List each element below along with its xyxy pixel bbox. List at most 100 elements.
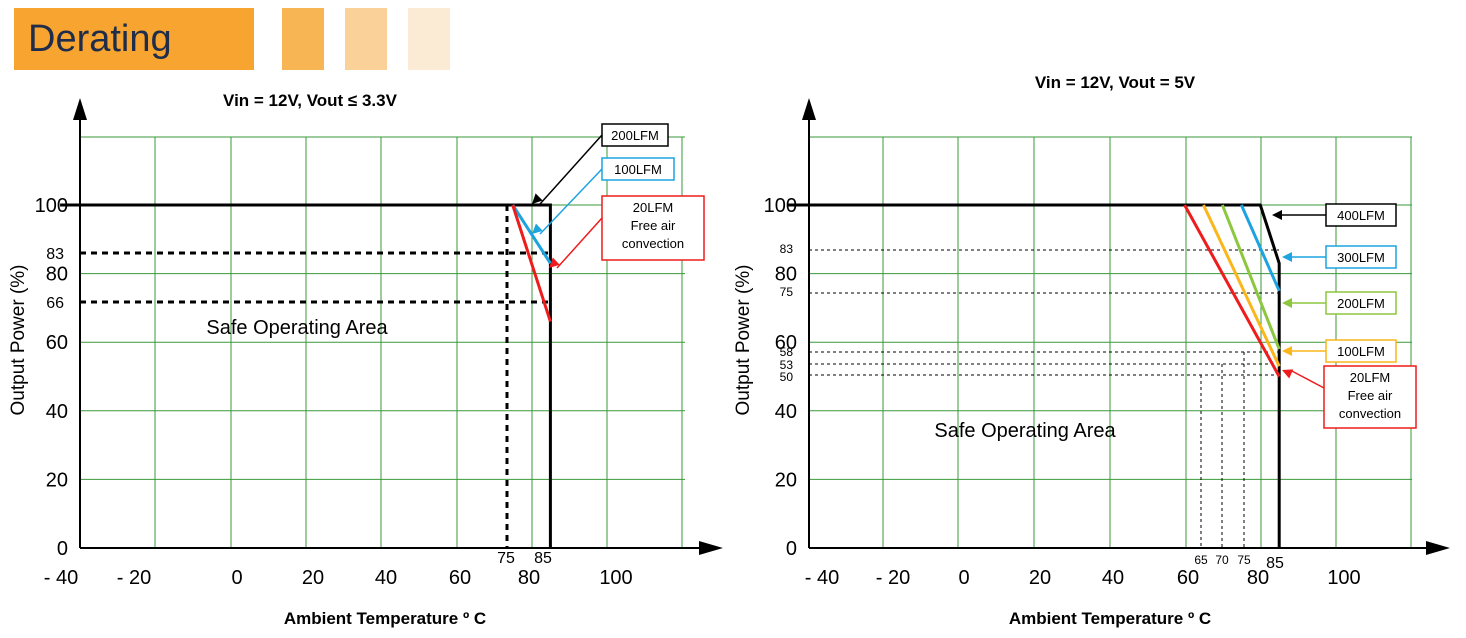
y-tick-label: 80: [775, 264, 797, 286]
legend-box: [1323, 365, 1417, 429]
legend-item: 20LFM Free air convection: [549, 195, 705, 269]
legend-label: 20LFM: [1350, 370, 1390, 385]
legend-arrow-head: [1282, 252, 1292, 262]
legend-label: 200LFM: [1337, 296, 1385, 311]
x-axis-label: Ambient Temperature º C: [284, 609, 486, 628]
x-tick-label: - 40: [805, 567, 839, 589]
header-banner: Derating: [0, 0, 470, 80]
x-marker-label: 70: [1215, 553, 1229, 567]
y-tick-label: 40: [775, 401, 797, 423]
legend-label: 20LFM: [633, 200, 673, 215]
y-tick-label: 100: [764, 195, 797, 217]
legend-label: convection: [622, 236, 684, 251]
x-tick-label: - 20: [117, 567, 151, 589]
series-line-100lfm: [1202, 204, 1281, 367]
x-tick-label: 0: [958, 567, 969, 589]
series-line-200lfm: [1221, 204, 1281, 350]
legend-item: 20LFM Free air convection: [1282, 365, 1417, 429]
legend-arrow-line: [539, 168, 603, 235]
legend-label: 100LFM: [1337, 344, 1385, 359]
y-tick-label: 20: [775, 469, 797, 491]
grid: [79, 136, 685, 549]
y-marker-label: 58: [780, 345, 794, 359]
legend-arrow-head: [1272, 210, 1282, 220]
chart-body: Vin = 12V, Vout = 5V Ambient Temperature …: [733, 73, 1450, 628]
y-tick-label: 40: [46, 401, 68, 423]
y-marker-label: 66: [46, 295, 64, 312]
series-line-20lfm: [1183, 204, 1281, 378]
y-marker-label: 53: [780, 358, 794, 372]
legend-label: convection: [1339, 406, 1401, 421]
x-tick-label: 20: [302, 567, 324, 589]
legend-arrow-head: [549, 257, 560, 268]
legend-label: 100LFM: [614, 162, 662, 177]
x-marker-label: 75: [497, 550, 515, 567]
x-tick-label: 80: [1247, 567, 1269, 589]
legend-label: 200LFM: [611, 128, 659, 143]
legend-item: 100LFM: [532, 157, 675, 235]
series-line-300lfm: [1240, 204, 1281, 292]
chart-title: Vin = 12V, Vout ≤ 3.3V: [223, 91, 398, 110]
y-tick-label: 0: [57, 538, 68, 560]
y-marker-label: 83: [780, 242, 794, 256]
y-tick-label: 100: [35, 195, 68, 217]
x-axis-label: Ambient Temperature º C: [1009, 609, 1211, 628]
y-axis-label: Output Power (%): [8, 265, 29, 416]
legend-arrow-head: [1282, 369, 1294, 379]
legend-box: [601, 195, 705, 261]
y-tick-label: 0: [786, 538, 797, 560]
legend-label: 300LFM: [1337, 250, 1385, 265]
grid: [808, 136, 1412, 549]
x-axis-arrow: [699, 541, 723, 555]
derating-label: Derating: [14, 8, 254, 70]
legend-arrow-line: [1289, 369, 1325, 389]
x-tick-label: 20: [1029, 567, 1051, 589]
y-marker-label: 50: [780, 370, 794, 384]
y-tick-label: 60: [46, 332, 68, 354]
x-marker-label: 85: [1266, 555, 1284, 572]
x-tick-label: 40: [1102, 567, 1124, 589]
series-line-400lfm: [787, 203, 1281, 548]
x-marker-label: 75: [1237, 553, 1251, 567]
derating-chart-left: Vin = 12V, Vout ≤ 3.3V Ambient Temperatur…: [8, 91, 723, 628]
legend-arrow-line: [539, 134, 603, 205]
x-tick-label: 40: [375, 567, 397, 589]
y-tick-label: 20: [46, 469, 68, 491]
legend-item: 400LFM: [1272, 203, 1397, 227]
legend-item: 300LFM: [1282, 245, 1397, 269]
legend-item: 200LFM: [532, 123, 669, 205]
legend-arrow-head: [1282, 346, 1292, 356]
legend-arrow-head: [532, 223, 543, 234]
chart-body: Vin = 12V, Vout ≤ 3.3V Ambient Temperatur…: [8, 91, 723, 628]
x-marker-label: 65: [1194, 553, 1208, 567]
chart-title: Vin = 12V, Vout = 5V: [1035, 73, 1196, 92]
x-marker-label: 85: [534, 550, 552, 567]
series-line-20lfm: [511, 204, 552, 323]
safe-area-label: Safe Operating Area: [934, 420, 1116, 442]
x-tick-label: - 40: [44, 567, 78, 589]
legend-arrow-line: [556, 217, 603, 269]
y-axis-label: Output Power (%): [733, 265, 754, 416]
y-axis-arrow: [802, 98, 816, 120]
decor-square-2: [345, 8, 387, 70]
x-axis-arrow: [1426, 541, 1450, 555]
legend-item: 200LFM: [1282, 291, 1397, 315]
page-title: Derating: [28, 18, 172, 60]
x-tick-label: 60: [1177, 567, 1199, 589]
y-marker-label: 75: [780, 285, 794, 299]
x-tick-label: 100: [1327, 567, 1360, 589]
y-marker-label: 83: [46, 246, 64, 263]
legend-item: 100LFM: [1282, 339, 1397, 363]
derating-chart-right: Vin = 12V, Vout = 5V Ambient Temperature …: [733, 73, 1450, 628]
legend-arrow-head: [1282, 298, 1292, 308]
legend-label: Free air: [631, 218, 676, 233]
x-tick-label: 100: [599, 567, 632, 589]
y-tick-label: 60: [775, 332, 797, 354]
x-tick-label: 80: [518, 567, 540, 589]
legend-arrow-head: [532, 193, 543, 204]
series-line-200lfm: [60, 203, 552, 548]
legend-label: Free air: [1348, 388, 1393, 403]
x-tick-label: 0: [231, 567, 242, 589]
decor-square-1: [282, 8, 324, 70]
legend-label: 400LFM: [1337, 208, 1385, 223]
